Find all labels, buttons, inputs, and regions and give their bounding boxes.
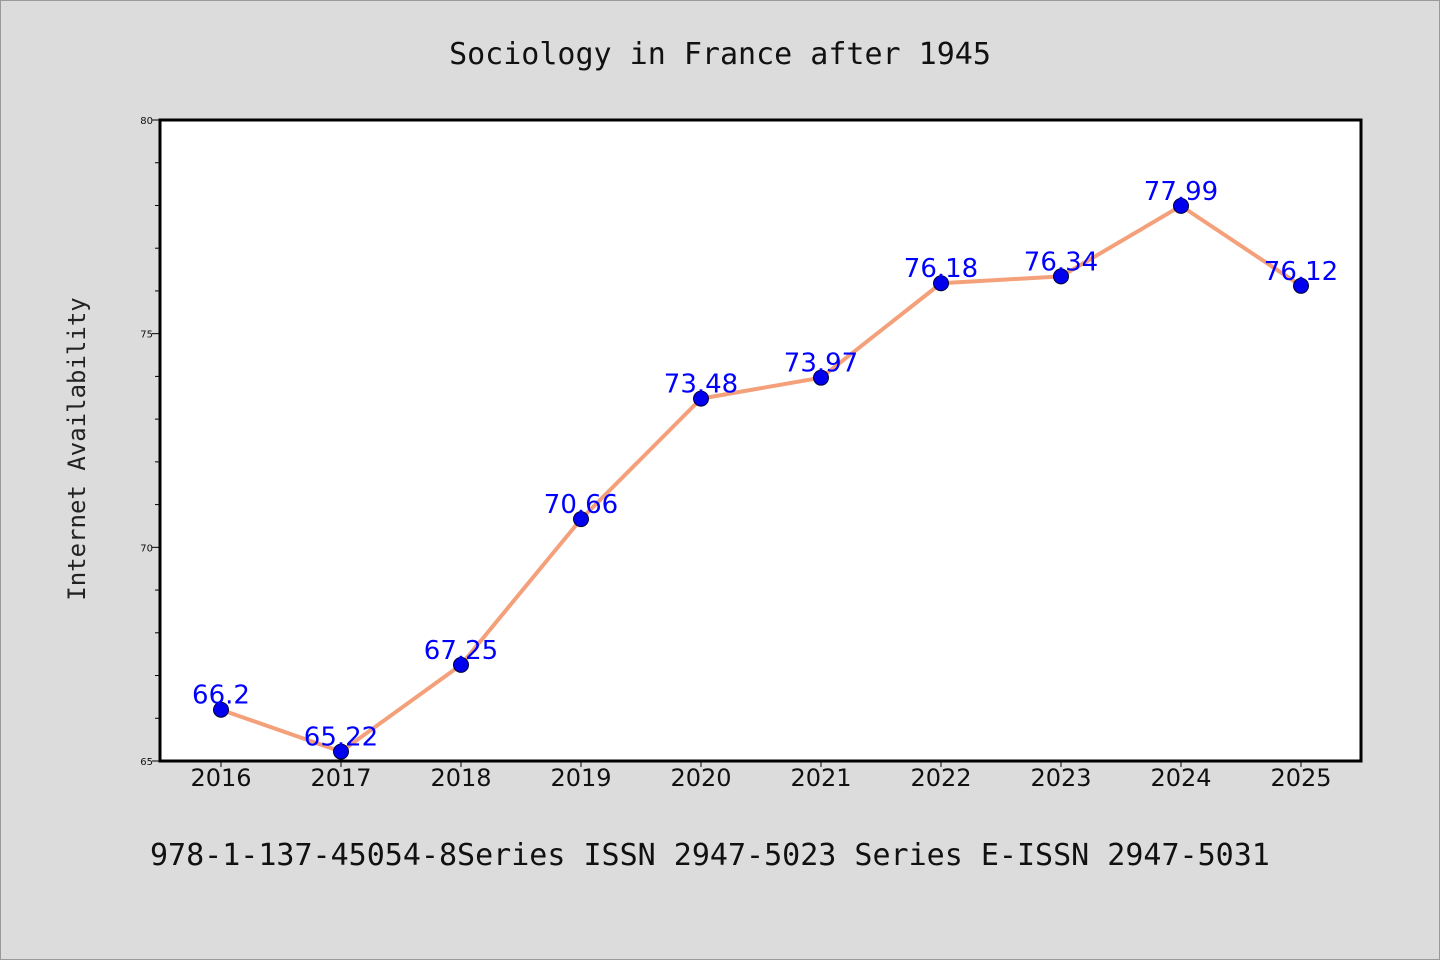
chart-title: Sociology in France after 1945 [449,37,991,72]
x-tick-label: 2017 [310,764,371,792]
data-point [813,369,829,386]
axis-ticks: 65 70 75 80 2016 2017 2018 2019 2020 2021 2022 2023… [140,116,1331,792]
data-label: 76.18 [904,254,978,284]
plot-area [158,118,1363,763]
data-point [1053,268,1069,285]
data-label: 73.97 [784,349,858,379]
x-tick-label: 2024 [1150,764,1211,792]
x-tick-label: 2025 [1270,764,1331,792]
x-tick-label: 2019 [550,764,611,792]
series-line [219,203,1303,754]
x-tick-label: 2023 [1030,764,1091,792]
x-tick-label: 2018 [430,764,491,792]
data-label: 77.99 [1144,177,1218,207]
x-tick-label: 2020 [670,764,731,792]
data-label: 70.66 [544,490,618,520]
data-point [933,275,949,292]
data-point [213,701,229,718]
series-line-layer [219,203,1303,754]
data-label: 73.48 [664,370,738,400]
x-tick-label: 2021 [790,764,851,792]
y-axis-label: Internet Availability [63,297,91,600]
y-tick-label: 80 [140,116,153,127]
data-label: 76.12 [1264,257,1338,287]
x-tick-label: 2016 [190,764,251,792]
y-tick-label: 70 [140,543,153,554]
data-point [1293,277,1309,294]
data-point [333,743,349,760]
data-label: 67.25 [424,636,498,666]
x-tick-label: 2022 [910,764,971,792]
footer-isbn-issn-text: 978-1-137-45054-8Series ISSN 2947-5023 S… [150,838,1270,873]
data-labels: 66.2 65.22 67.25 70.66 73.48 73.97 76.18 76.34 7… [192,177,1338,753]
data-label: 65.22 [304,723,378,753]
series-markers [213,197,1309,760]
data-point [573,511,589,528]
data-label: 66.2 [192,681,250,711]
data-label: 76.34 [1024,247,1098,277]
data-point [693,390,709,407]
data-point [453,656,469,673]
y-tick-label: 65 [140,757,153,768]
y-tick-label: 75 [140,330,153,341]
data-point [1173,197,1189,214]
